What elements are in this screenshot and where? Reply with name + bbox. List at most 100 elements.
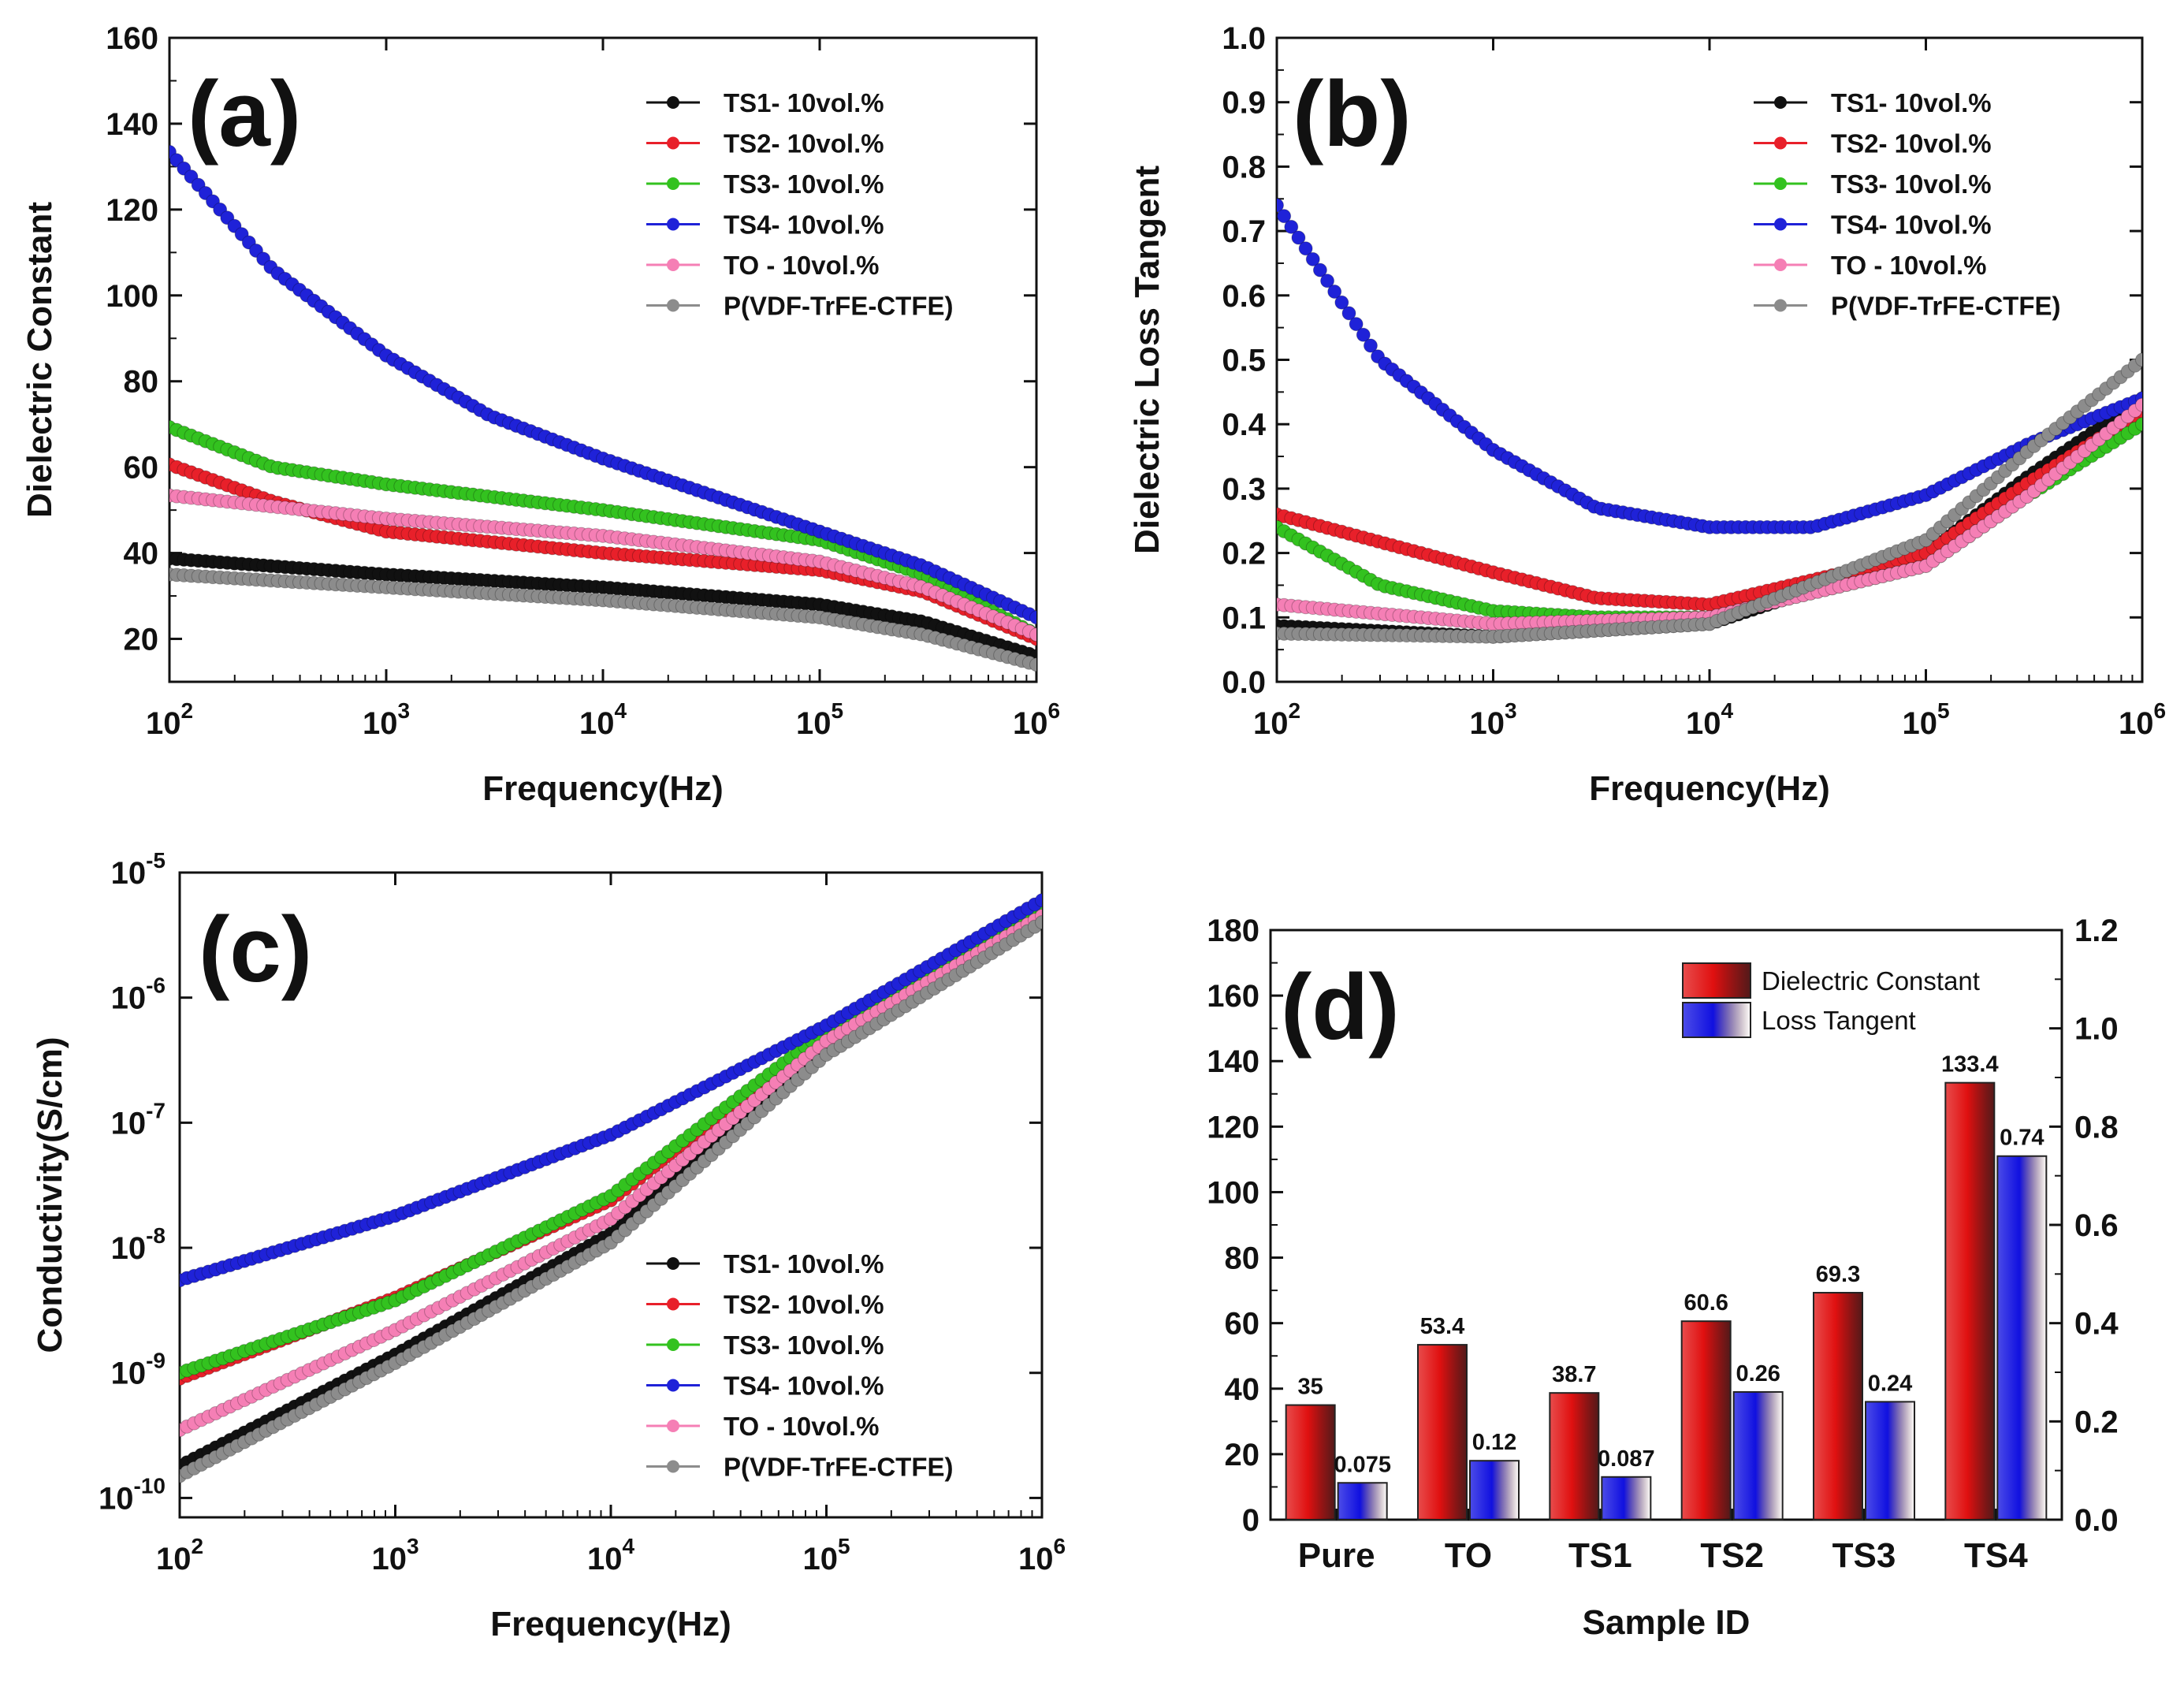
y-tick-label: 60 (124, 451, 159, 486)
data-point (1035, 893, 1042, 908)
y-tick-label-exponent: -10 (134, 1473, 166, 1498)
x-tick-label-base: 10 (2119, 706, 2154, 741)
x-tick-label-exponent: 4 (614, 698, 627, 723)
x-axis-title: Frequency(Hz) (490, 1605, 731, 1643)
series-TS4 (169, 144, 1036, 625)
bar-loss-tangent (1337, 1482, 1388, 1520)
y-left-tick-label: 140 (1207, 1044, 1259, 1079)
chart-panel-b: 102 103 104 105 1060.00.10.20.30.40.50.60.70… (1128, 21, 2166, 808)
y-right-tick-label: 0.6 (2074, 1208, 2119, 1243)
bar-value-label: 0.24 (1868, 1371, 1912, 1396)
x-tick-label-exponent: 2 (1288, 698, 1300, 723)
y-right-tick-label: 0.0 (2074, 1503, 2119, 1538)
x-axis-title: Sample ID (1583, 1603, 1751, 1642)
legend-label-P: P(VDF-TrFE-CTFE) (724, 292, 953, 321)
legend-swatch-loss-tangent (1682, 1002, 1751, 1038)
data-point (1327, 285, 1342, 300)
data-point (1363, 338, 1378, 353)
x-tick-label: 104 (579, 698, 627, 741)
x-tick-label-exponent: 2 (180, 698, 193, 723)
bar-loss-tangent (1732, 1390, 1784, 1521)
x-tick-label-base: 10 (579, 706, 615, 741)
y-right-tick-label: 0.8 (2074, 1110, 2119, 1144)
y-right-tick-label: 1.2 (2074, 914, 2119, 948)
x-tick-label: 102 (156, 1534, 203, 1576)
data-point (1029, 610, 1036, 625)
bar-value-label: 0.075 (1334, 1452, 1391, 1477)
y-tick-label: 10-8 (111, 1223, 166, 1266)
bar-value-label: 0.26 (1736, 1361, 1780, 1386)
data-point (1298, 241, 1313, 256)
y-left-tick-label: 80 (1225, 1241, 1260, 1276)
legend-marker-P (667, 299, 679, 312)
bar-dielectric-constant (1944, 1081, 1996, 1521)
panel-label: (a) (188, 62, 301, 166)
data-point (1312, 262, 1327, 277)
legend-label-P: P(VDF-TrFE-CTFE) (724, 1453, 953, 1482)
bar-loss-tangent (1865, 1401, 1915, 1521)
legend-label-P: P(VDF-TrFE-CTFE) (1831, 292, 2060, 321)
y-tick-label: 0.7 (1222, 214, 1266, 249)
y-tick-label: 0.8 (1222, 150, 1266, 184)
x-axis-title: Frequency(Hz) (1589, 769, 1830, 808)
y-tick-label-base: 10 (111, 1231, 147, 1266)
data-point (1029, 627, 1036, 642)
data-point (1341, 306, 1356, 321)
y-tick-label: 0.2 (1222, 537, 1266, 571)
legend-label-TS1: TS1- 10vol.% (1831, 88, 1992, 117)
data-point (1284, 219, 1299, 234)
legend-swatch-dielectric-constant (1682, 962, 1751, 999)
y-left-tick-label: 60 (1225, 1307, 1260, 1342)
x-tick-label: 102 (1253, 698, 1300, 741)
x-tick-label: 106 (1018, 1534, 1066, 1576)
legend-marker-TS4 (1774, 218, 1787, 231)
series-P (1277, 352, 2142, 644)
legend-marker-TO (1774, 259, 1787, 271)
x-tick-label: 106 (2119, 698, 2166, 741)
chart-panel-d: 0 20 40 60 80 100 120 140 160 180 0.0 0.2 0.4 0.6 0.8 1… (1207, 914, 2119, 1642)
legend-label-TS2: TS2- 10vol.% (1831, 129, 1992, 158)
bar-value-label: 0.12 (1472, 1430, 1516, 1455)
bar-value-label: 53.4 (1420, 1314, 1464, 1339)
x-tick-label: TS4 (1964, 1536, 2028, 1575)
x-tick-label: 105 (796, 698, 843, 741)
y-tick-label: 0.4 (1222, 408, 1266, 442)
legend-label-TS4: TS4- 10vol.% (1831, 210, 1992, 240)
x-tick-label-base: 10 (796, 706, 832, 741)
y-left-tick-label: 160 (1207, 979, 1259, 1014)
y-axis-title: Dielectric Constant (20, 202, 59, 518)
y-right-tick-label: 0.2 (2074, 1405, 2119, 1439)
bar-loss-tangent (1996, 1155, 2048, 1520)
chart-panel-c: 102 103 104 105 10610-1010-910-810-710-610-5… (31, 848, 1066, 1643)
x-tick-label: 106 (1013, 698, 1060, 741)
x-tick-label-base: 10 (1013, 706, 1048, 741)
x-tick-label-base: 10 (1018, 1542, 1054, 1576)
x-tick-label: 103 (363, 698, 410, 741)
bar-value-label: 0.74 (2000, 1126, 2044, 1151)
legend-marker-TS4 (667, 1379, 679, 1392)
bar-loss-tangent (1601, 1476, 1652, 1521)
y-left-tick-label: 100 (1207, 1175, 1259, 1210)
y-left-tick-label: 180 (1207, 914, 1259, 948)
legend-label-TO: TO - 10vol.% (1831, 251, 1986, 280)
panel-label: (c) (199, 898, 312, 1002)
legend-marker-TO (667, 1420, 679, 1432)
y-tick-label: 160 (106, 21, 158, 56)
x-axis-title: Frequency(Hz) (482, 769, 724, 808)
bar-value-label: 60.6 (1684, 1290, 1728, 1316)
x-tick-label-base: 10 (802, 1542, 838, 1576)
y-tick-label: 1.0 (1222, 21, 1266, 56)
legend-marker-TS1 (667, 96, 679, 109)
data-point (2135, 397, 2142, 412)
legend-label: Loss Tangent (1762, 1006, 1916, 1035)
legend-marker-TS3 (1774, 177, 1787, 190)
x-tick-label: 103 (1469, 698, 1516, 741)
x-tick-label: 104 (587, 1534, 635, 1576)
y-tick-label-base: 10 (111, 856, 147, 891)
data-point (2135, 417, 2142, 432)
bar-value-label: 38.7 (1552, 1362, 1596, 1387)
y-tick-label-base: 10 (111, 981, 147, 1016)
legend-marker-P (667, 1460, 679, 1473)
y-tick-label: 10-7 (111, 1098, 166, 1141)
